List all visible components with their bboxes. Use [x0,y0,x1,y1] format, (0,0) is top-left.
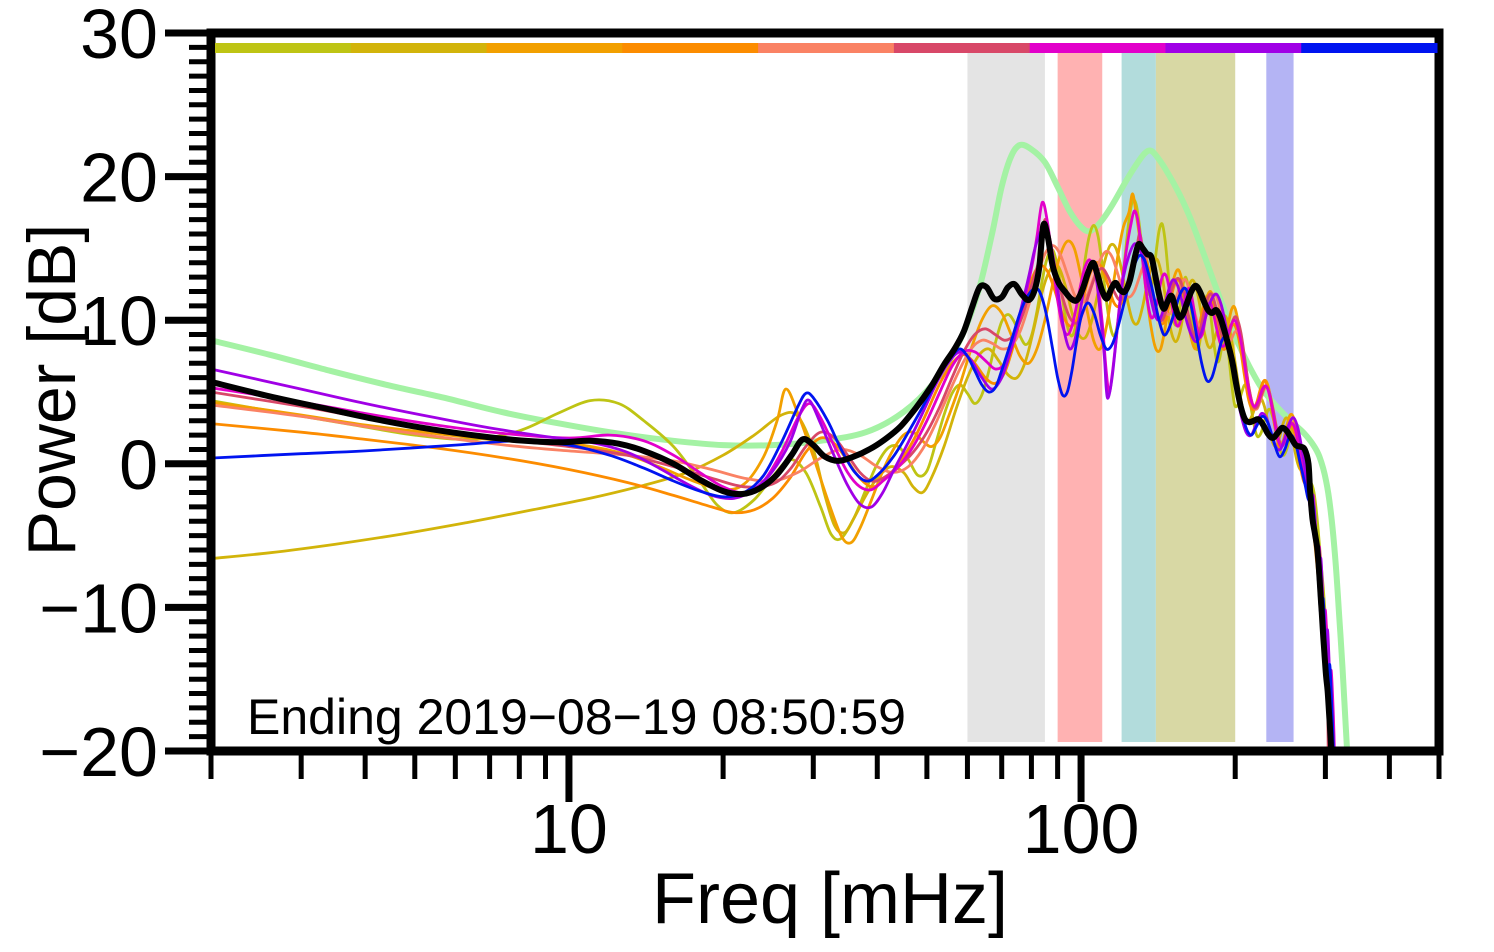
colorbar-segment-9 [1301,43,1438,53]
plot-frame [206,28,1444,756]
x-tick-label: 10 [530,790,608,868]
curve-envelope_green [215,141,1350,747]
curve-win8_purple [215,225,1335,747]
y-axis-title: Power [dB] [14,223,90,557]
time-colorbar [215,43,1438,53]
colorbar-segment-2 [350,43,488,53]
spectra-curves [215,141,1350,747]
band-olive [1155,53,1236,742]
colorbar-segment-3 [486,43,623,53]
y-tick-label: −20 [39,713,158,791]
y-tick-label: 20 [80,139,158,217]
y-tick-label: 10 [80,282,158,360]
colorbar-segment-7 [1029,43,1166,53]
frequency-bands [967,53,1294,742]
y-tick-label: −10 [39,569,158,647]
axis-ticks [165,29,1442,802]
colorbar-segment-1 [215,43,352,53]
y-tick-label: 0 [119,426,158,504]
x-tick-label: 100 [1023,790,1140,868]
colorbar-segment-4 [622,43,759,53]
timestamp-annotation: Ending 2019−08−19 08:50:59 [247,689,906,745]
curve-win9_blue [215,253,1335,747]
colorbar-segment-8 [1165,43,1302,53]
x-axis-title: Freq [mHz] [651,859,1009,939]
colorbar-segment-6 [893,43,1031,53]
band-teal [1121,53,1156,742]
y-tick-label: 30 [80,0,158,73]
curve-average_black [215,220,1335,747]
colorbar-segment-5 [758,43,895,53]
curve-win2_gold [215,242,1334,747]
band-pink [1057,53,1103,742]
